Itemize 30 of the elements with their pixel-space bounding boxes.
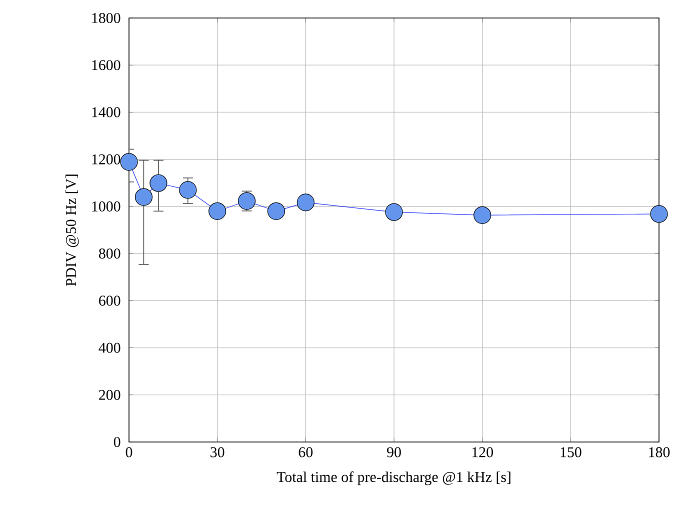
- x-tick-label: 120: [472, 447, 493, 458]
- y-tick-label: 1800: [92, 12, 120, 24]
- x-tick-label: 60: [298, 447, 313, 458]
- x-tick-label: 0: [126, 447, 132, 458]
- point: [208, 202, 226, 220]
- point: [296, 194, 314, 212]
- y-axis-title: PDIV @50 Hz [V]: [66, 174, 79, 286]
- point: [134, 188, 153, 206]
- point: [385, 203, 403, 221]
- point: [179, 181, 197, 199]
- x-tick-label: 30: [210, 447, 224, 458]
- x-tick-label: 150: [560, 447, 582, 458]
- y-tick-label: 1000: [92, 201, 120, 212]
- y-tick-label: 1600: [92, 60, 120, 70]
- y-tick-label: 1200: [92, 154, 120, 164]
- point: [267, 202, 286, 220]
- point: [650, 205, 668, 223]
- point: [474, 206, 492, 224]
- y-tick-label: 0: [114, 436, 120, 448]
- y-tick-label: 600: [99, 296, 120, 306]
- x-tick-label: 90: [387, 447, 401, 458]
- point: [150, 174, 168, 192]
- x-axis-title: Total time of pre-discharge @1 kHz [s]: [276, 471, 510, 486]
- y-tick-label: 1400: [92, 107, 120, 118]
- y-tick-label: 400: [98, 342, 120, 353]
- point: [238, 192, 256, 210]
- x-tick-label: 180: [649, 447, 670, 458]
- y-tick-label: 800: [98, 248, 120, 259]
- y-tick-label: 200: [99, 390, 120, 400]
- point: [120, 153, 138, 171]
